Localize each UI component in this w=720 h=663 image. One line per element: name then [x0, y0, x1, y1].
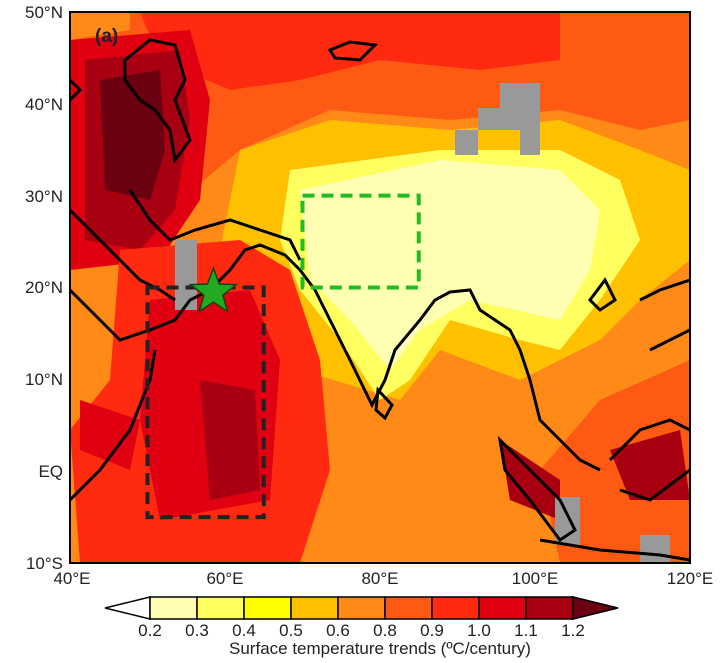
y-tick: 20°N	[25, 278, 63, 297]
x-tick: 40°E	[53, 569, 90, 588]
colorbar-tick: 0.2	[138, 621, 162, 640]
y-tick: 50°N	[25, 3, 63, 22]
colorbar-swatch	[431, 596, 480, 620]
field-corner	[70, 12, 130, 40]
field-sumatra-dark	[500, 440, 560, 520]
y-tick: EQ	[38, 462, 63, 481]
colorbar-swatch	[525, 596, 574, 620]
field-somalia-red	[80, 400, 140, 470]
y-tick: 30°N	[25, 187, 63, 206]
colorbar-swatch	[149, 596, 198, 620]
colorbar-tick: 1.2	[561, 621, 585, 640]
colorbar-tick: 0.4	[232, 621, 256, 640]
x-tick: 120°E	[667, 569, 714, 588]
field-box-dark	[200, 380, 260, 500]
colorbar-tick: 0.3	[185, 621, 209, 640]
colorbar: 0.2 0.3 0.4 0.5 0.6 0.8 0.9 1.0 1.1 1.2	[104, 596, 619, 640]
trend-field	[70, 12, 690, 563]
map-frame	[69, 11, 691, 564]
coastlines	[70, 38, 690, 562]
colorbar-arrow-high	[572, 596, 619, 620]
colorbar-swatch	[478, 596, 527, 620]
colorbar-swatch	[243, 596, 292, 620]
map-overlays	[145, 193, 421, 520]
x-tick-labels: 40°E 60°E 80°E 100°E 120°E	[53, 569, 713, 588]
field-india-pale	[300, 160, 600, 370]
field-north-strong	[140, 12, 560, 90]
colorbar-tick: 1.1	[514, 621, 538, 640]
x-tick: 60°E	[206, 569, 243, 588]
y-tick: 40°N	[25, 95, 63, 114]
field-iran-darkest	[100, 70, 165, 200]
colorbar-tick: 0.9	[420, 621, 444, 640]
colorbar-swatch	[290, 596, 339, 620]
x-tick: 100°E	[512, 569, 559, 588]
missing-data-cells	[175, 83, 670, 563]
colorbar-arrow-low	[104, 596, 151, 620]
colorbar-swatch	[196, 596, 245, 620]
y-tick: 10°S	[26, 554, 63, 573]
study-box-north-india	[300, 193, 421, 290]
y-tick: 10°N	[25, 370, 63, 389]
colorbar-tick: 0.8	[373, 621, 397, 640]
colorbar-label: Surface temperature trends (ºC/century)	[229, 639, 531, 658]
colorbar-swatch	[337, 596, 386, 620]
colorbar-tick: 0.6	[326, 621, 350, 640]
y-tick-labels: 50°N 40°N 30°N 20°N 10°N EQ 10°S	[25, 3, 63, 573]
x-tick: 80°E	[361, 569, 398, 588]
colorbar-tick: 1.0	[467, 621, 491, 640]
colorbar-tick: 0.5	[279, 621, 303, 640]
colorbar-swatch	[384, 596, 433, 620]
panel-label: (a)	[95, 26, 118, 47]
star-marker	[188, 265, 239, 314]
field-borneo-dark	[610, 430, 690, 500]
